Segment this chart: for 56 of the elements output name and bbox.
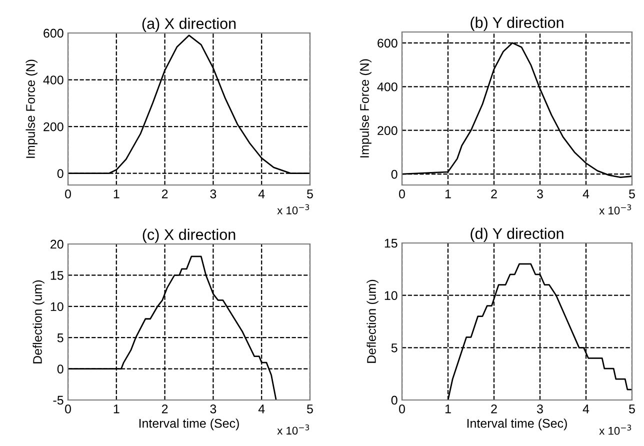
x-tick-label: 4 bbox=[258, 190, 265, 198]
chart-title: (a) X direction bbox=[142, 18, 236, 32]
x-tick-label: 1 bbox=[445, 190, 451, 198]
x-tick-label: 0 bbox=[399, 404, 405, 414]
x-tick-label: 5 bbox=[307, 190, 313, 198]
y-tick-label: 600 bbox=[378, 38, 398, 48]
x-tick-label: 0 bbox=[65, 404, 71, 414]
x-axis-title: Interval time (Sec) bbox=[467, 418, 567, 430]
y-axis-title: Deflection (um) bbox=[32, 280, 44, 364]
x-tick-label: 3 bbox=[537, 404, 543, 414]
x-tick-label: 3 bbox=[210, 189, 216, 198]
y-tick-label: 20 bbox=[50, 240, 64, 249]
x-tick-label: 4 bbox=[582, 190, 590, 198]
x-tick-label: 5 bbox=[629, 190, 635, 198]
x-tick-label: 2 bbox=[491, 189, 497, 198]
x-tick-label: 0 bbox=[65, 189, 71, 198]
y-tick-label: 600 bbox=[44, 28, 64, 38]
text: x 10$^{−3}$ bbox=[277, 424, 310, 435]
y-tick-label: -5 bbox=[53, 396, 64, 405]
y-tick-label: 15 bbox=[384, 238, 398, 248]
chart-title: (b) Y direction bbox=[470, 16, 564, 31]
y-tick-label: 0 bbox=[57, 169, 64, 178]
y-tick-label: 15 bbox=[50, 271, 64, 280]
y-tick-label: 400 bbox=[377, 82, 398, 92]
y-tick-label: 5 bbox=[57, 334, 64, 342]
x-axis-title: Interval time (Sec) bbox=[139, 418, 239, 430]
x-tick-label: 1 bbox=[445, 404, 451, 414]
x-tick-label: 5 bbox=[307, 404, 313, 414]
y-tick-label: 200 bbox=[378, 126, 398, 136]
text: x 10$^{−3}$ bbox=[277, 204, 310, 214]
text: x 10$^{−3}$ bbox=[599, 424, 632, 435]
x-tick-label: 1 bbox=[114, 404, 120, 414]
y-tick-label: 0 bbox=[391, 396, 398, 405]
y-tick-label: 10 bbox=[50, 302, 64, 312]
x-tick-label: 3 bbox=[210, 404, 216, 414]
x-tick-label: 3 bbox=[537, 189, 543, 198]
x-tick-label: 4 bbox=[258, 404, 265, 414]
x-tick-label: 0 bbox=[399, 189, 405, 198]
x-tick-label: 4 bbox=[582, 404, 590, 414]
y-tick-label: 400 bbox=[43, 76, 64, 84]
y-tick-label: 0 bbox=[391, 170, 398, 179]
x-tick-label: 2 bbox=[162, 189, 168, 198]
chart-title: (d) Y direction bbox=[470, 228, 564, 242]
y-axis-title: Deflection (um) bbox=[366, 280, 378, 363]
x-tick-label: 1 bbox=[114, 190, 120, 198]
y-tick-label: 0 bbox=[57, 364, 64, 374]
y-tick-label: 10 bbox=[384, 291, 398, 300]
x-tick-label: 5 bbox=[629, 404, 635, 414]
y-axis-title: Impulse Force (N) bbox=[26, 60, 38, 158]
x-tick-label: 2 bbox=[162, 404, 168, 414]
y-tick-label: 200 bbox=[44, 122, 64, 132]
chart-title: (c) X direction bbox=[142, 228, 236, 243]
y-axis-title: Impulse Force (N) bbox=[360, 59, 372, 158]
x-tick-label: 2 bbox=[491, 404, 497, 414]
text: x 10$^{−3}$ bbox=[599, 204, 632, 214]
y-tick-label: 5 bbox=[391, 344, 398, 352]
